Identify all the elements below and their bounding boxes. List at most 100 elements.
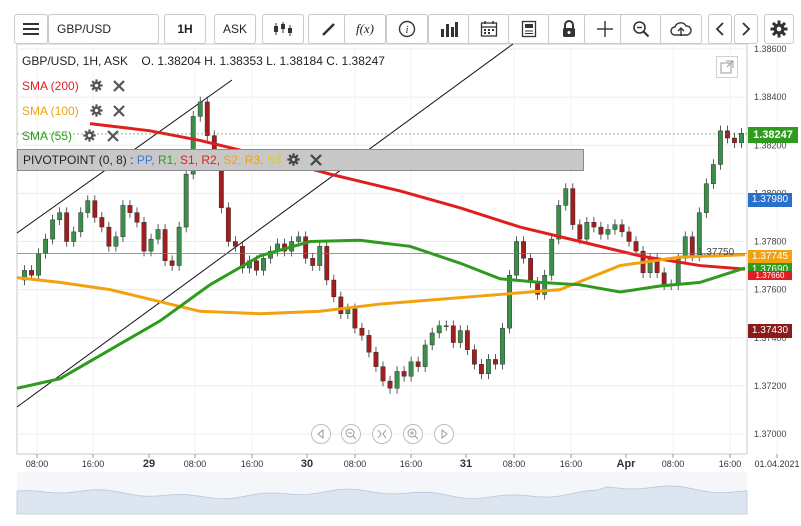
fit-button[interactable]	[372, 424, 392, 444]
candle-body	[717, 130, 723, 165]
candle-body	[380, 366, 386, 382]
symbol-selector[interactable]: GBP/USD	[48, 14, 159, 44]
chevron-right-icon	[742, 22, 751, 36]
candle-body	[725, 130, 730, 139]
candle-body	[612, 224, 618, 230]
fullscreen-button[interactable]	[716, 56, 738, 78]
candle-body	[120, 205, 126, 237]
crosshair-icon	[597, 21, 613, 37]
candle-body	[106, 226, 112, 247]
nav-back-button[interactable]	[311, 424, 331, 444]
gear-icon[interactable]	[287, 153, 300, 166]
candle-body	[310, 258, 316, 266]
candle-body	[373, 351, 379, 367]
bar-chart-icon	[441, 22, 458, 37]
candle-body	[521, 241, 526, 259]
close-icon[interactable]	[113, 105, 126, 117]
candle-body	[415, 361, 421, 367]
candle-body	[493, 359, 498, 365]
candle-body	[682, 236, 688, 259]
zoom-out-button[interactable]	[341, 424, 361, 444]
pivot-s1: S1,	[180, 153, 199, 167]
close-icon[interactable]	[113, 80, 126, 92]
gear-icon	[770, 20, 788, 38]
ohlc-legend: GBP/USD, 1H, ASK O. 1.38204 H. 1.38353 L…	[22, 54, 385, 68]
time-axis-label: 29	[143, 458, 155, 470]
navigator-area	[16, 485, 748, 515]
candle-body	[22, 270, 27, 281]
candle-body	[549, 238, 555, 276]
candle-body	[176, 226, 182, 266]
candle-body	[401, 371, 407, 377]
candle-body	[464, 330, 470, 350]
candle-body	[113, 236, 119, 247]
candle-body	[148, 238, 154, 252]
candle-body	[387, 380, 393, 389]
indicators-button[interactable]: f(x)	[344, 14, 386, 44]
close-icon[interactable]	[106, 130, 119, 142]
candlestick-icon	[274, 22, 292, 36]
candle-body	[50, 219, 56, 240]
candle-body	[366, 335, 372, 353]
candle-body	[225, 207, 231, 242]
pivot-pp: PP,	[136, 153, 155, 167]
candle-body	[457, 330, 463, 343]
candle-body	[352, 308, 358, 329]
zoom-in-button[interactable]	[403, 424, 423, 444]
price-side-selector[interactable]: ASK	[214, 14, 256, 44]
candle-body	[232, 241, 238, 247]
candle-body	[338, 296, 344, 314]
drawing-tool-button[interactable]	[308, 14, 350, 44]
candle-body	[141, 222, 147, 252]
volume-button[interactable]	[428, 14, 470, 44]
price-tag-pivot: 1.37980	[748, 193, 792, 207]
candle-body	[598, 226, 604, 235]
pivot-r1: R1,	[157, 153, 177, 167]
pivot-separator: :	[130, 153, 134, 167]
pivot-r3: R3,	[244, 153, 264, 167]
candle-body	[204, 101, 210, 136]
lock-button[interactable]	[548, 14, 590, 44]
gear-icon[interactable]	[90, 104, 103, 117]
candle-body	[197, 101, 203, 117]
close-icon[interactable]	[310, 154, 322, 166]
channel-lower-line	[16, 43, 514, 408]
settings-button[interactable]	[764, 14, 794, 44]
triangle-left-icon	[317, 428, 324, 440]
candle-body	[359, 327, 365, 336]
candle-body	[127, 205, 133, 213]
candle-body	[450, 325, 456, 343]
candle-body	[486, 359, 491, 375]
time-axis-label: 08:00	[503, 459, 526, 469]
price-axis-label: 1.38400	[754, 92, 787, 102]
price-tag-sma-200: 1.37660	[748, 271, 792, 280]
candle-body	[703, 183, 709, 213]
sma-100-line	[16, 253, 746, 316]
time-axis-label: 16:00	[241, 459, 264, 469]
candle-body	[500, 327, 505, 365]
cloud-icon	[670, 22, 692, 36]
scroll-left-button[interactable]	[708, 14, 732, 44]
candle-body	[57, 212, 63, 221]
time-axis-label: 16:00	[560, 459, 583, 469]
info-button[interactable]: i	[386, 14, 428, 44]
time-axis-label: 08:00	[184, 459, 207, 469]
nav-forward-button[interactable]	[434, 424, 454, 444]
timeframe-label: 1H	[177, 22, 193, 36]
candle-body	[633, 241, 639, 252]
report-button[interactable]	[508, 14, 550, 44]
cloud-button[interactable]	[660, 14, 702, 44]
pivot-point-legend: PIVOTPOINT (0, 8) : PP, R1, S1, R2, S2, …	[17, 149, 584, 171]
gear-icon[interactable]	[83, 129, 96, 142]
candle-body	[422, 344, 428, 367]
gear-icon[interactable]	[90, 79, 103, 92]
time-axis-label: 08:00	[26, 459, 49, 469]
candle-body	[78, 212, 84, 233]
pivot-s2: S2,	[223, 153, 242, 167]
candle-body	[261, 258, 266, 271]
time-axis-label: 08:00	[344, 459, 367, 469]
menu-button[interactable]	[14, 14, 48, 44]
moving-averages	[16, 122, 746, 390]
price-axis-label: 1.37800	[754, 237, 787, 247]
